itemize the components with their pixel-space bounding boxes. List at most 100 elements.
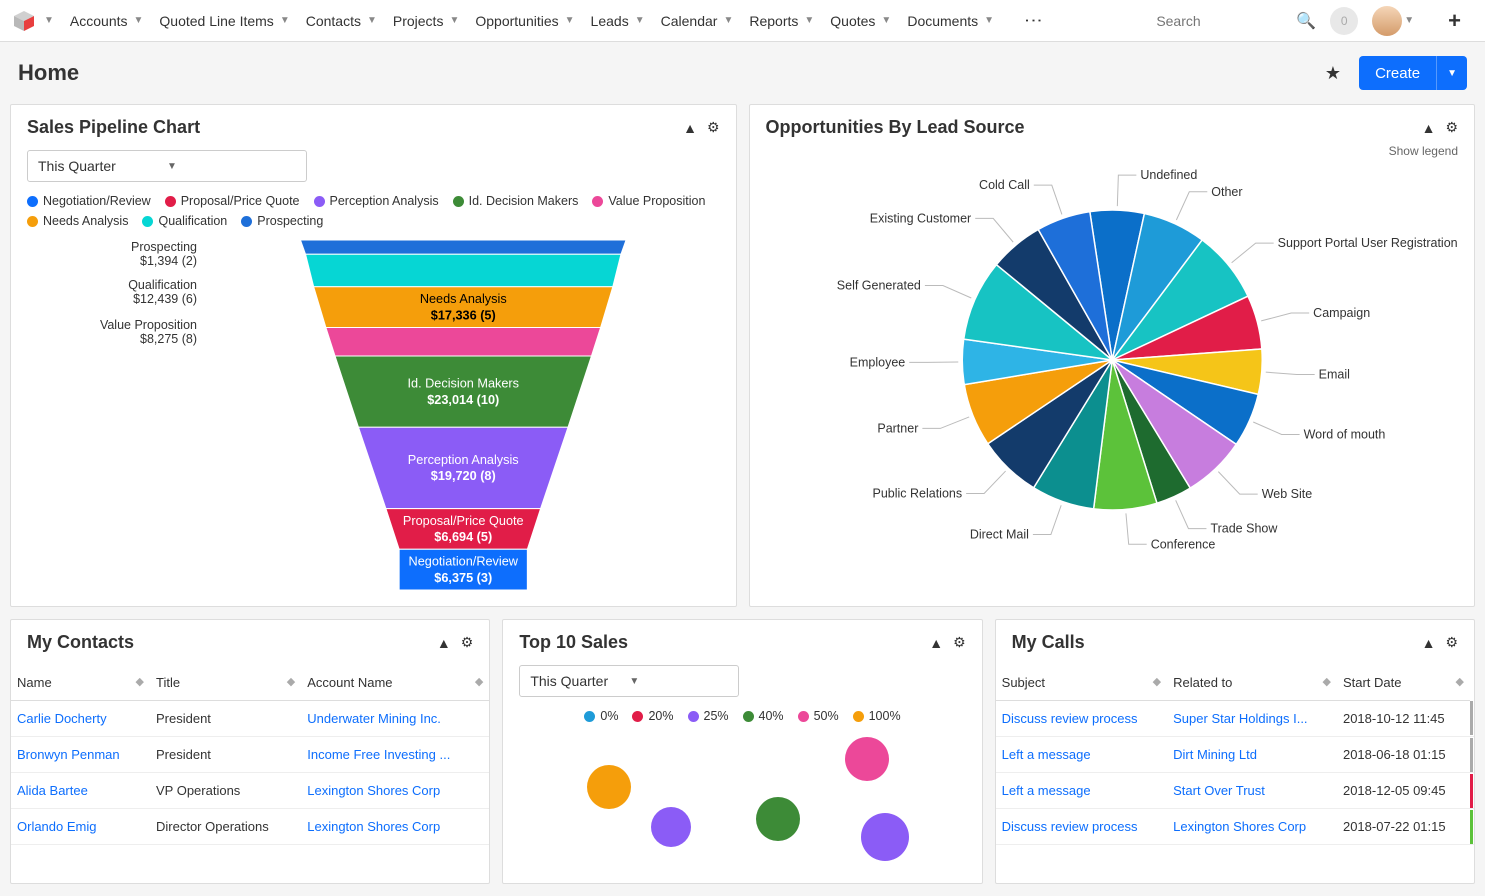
account-link[interactable]: Lexington Shores Corp bbox=[307, 819, 440, 834]
nav-item[interactable]: Reports▼ bbox=[749, 13, 830, 29]
gear-icon[interactable]: ⚙ bbox=[707, 119, 720, 136]
svg-text:Direct Mail: Direct Mail bbox=[969, 528, 1028, 542]
table-row: Carlie DochertyPresidentUnderwater Minin… bbox=[11, 701, 489, 737]
chevron-down-icon: ▼ bbox=[984, 15, 994, 26]
page-title: Home bbox=[18, 60, 1325, 86]
column-header[interactable]: Subject◆ bbox=[996, 665, 1167, 701]
gear-icon[interactable]: ⚙ bbox=[1445, 119, 1458, 136]
period-dropdown[interactable]: This Quarter▼ bbox=[27, 150, 307, 182]
subject-link[interactable]: Discuss review process bbox=[1002, 819, 1138, 834]
funnel-chart: Needs Analysis$17,336 (5)Id. Decision Ma… bbox=[207, 240, 720, 590]
nav-item[interactable]: Opportunities▼ bbox=[475, 13, 590, 29]
nav-item[interactable]: Calendar▼ bbox=[661, 13, 750, 29]
account-link[interactable]: Income Free Investing ... bbox=[307, 747, 450, 762]
svg-text:$6,375 (3): $6,375 (3) bbox=[434, 570, 492, 585]
column-header[interactable]: Related to◆ bbox=[1167, 665, 1337, 701]
period-dropdown[interactable]: This Quarter▼ bbox=[519, 665, 739, 697]
svg-text:Needs Analysis: Needs Analysis bbox=[420, 291, 507, 306]
bubble-point[interactable] bbox=[651, 807, 691, 847]
legend-item: 0% bbox=[584, 709, 618, 723]
account-link[interactable]: Lexington Shores Corp bbox=[307, 783, 440, 798]
legend-item: 25% bbox=[688, 709, 729, 723]
column-header[interactable]: Start Date◆ bbox=[1337, 665, 1470, 701]
legend-item: Perception Analysis bbox=[314, 194, 439, 208]
collapse-icon[interactable]: ▲ bbox=[1422, 635, 1436, 651]
legend-item: Qualification bbox=[142, 214, 227, 228]
svg-text:Partner: Partner bbox=[877, 421, 918, 435]
funnel-side-label: Prospecting$1,394 (2) bbox=[27, 240, 197, 268]
table-row: Bronwyn PenmanPresidentIncome Free Inves… bbox=[11, 737, 489, 773]
notification-badge[interactable]: 0 bbox=[1330, 7, 1358, 35]
calls-table: Subject◆Related to◆Start Date◆ Discuss r… bbox=[996, 665, 1474, 845]
nav-item[interactable]: Documents▼ bbox=[907, 13, 1010, 29]
collapse-icon[interactable]: ▲ bbox=[437, 635, 451, 651]
show-legend-link[interactable]: Show legend bbox=[1389, 144, 1458, 158]
column-header[interactable]: Title◆ bbox=[150, 665, 301, 701]
nav-item[interactable]: Leads▼ bbox=[591, 13, 661, 29]
bubble-point[interactable] bbox=[587, 765, 631, 809]
svg-text:Word of mouth: Word of mouth bbox=[1303, 427, 1385, 441]
legend-item: 40% bbox=[743, 709, 784, 723]
gear-icon[interactable]: ⚙ bbox=[461, 634, 474, 651]
svg-text:Self Generated: Self Generated bbox=[836, 279, 920, 293]
search-input[interactable] bbox=[1156, 13, 1286, 29]
collapse-icon[interactable]: ▲ bbox=[683, 120, 697, 136]
bubble-point[interactable] bbox=[756, 797, 800, 841]
related-link[interactable]: Dirt Mining Ltd bbox=[1173, 747, 1257, 762]
nav-item[interactable]: Projects▼ bbox=[393, 13, 475, 29]
subject-link[interactable]: Left a message bbox=[1002, 747, 1091, 762]
nav-item[interactable]: Contacts▼ bbox=[306, 13, 393, 29]
search-icon[interactable]: 🔍 bbox=[1296, 11, 1316, 31]
legend-item: Needs Analysis bbox=[27, 214, 128, 228]
account-link[interactable]: Underwater Mining Inc. bbox=[307, 711, 441, 726]
related-link[interactable]: Super Star Holdings I... bbox=[1173, 711, 1307, 726]
bubble-point[interactable] bbox=[845, 737, 889, 781]
contact-link[interactable]: Orlando Emig bbox=[17, 819, 96, 834]
collapse-icon[interactable]: ▲ bbox=[929, 635, 943, 651]
legend-item: Value Proposition bbox=[592, 194, 705, 208]
legend-item: Prospecting bbox=[241, 214, 323, 228]
legend-item: Proposal/Price Quote bbox=[165, 194, 300, 208]
sales-pipeline-panel: Sales Pipeline Chart ▲ ⚙ This Quarter▼ N… bbox=[10, 104, 737, 607]
svg-text:$6,694 (5): $6,694 (5) bbox=[434, 529, 492, 544]
column-header[interactable]: Name◆ bbox=[11, 665, 150, 701]
logo-dropdown-caret[interactable]: ▼ bbox=[44, 15, 54, 26]
related-link[interactable]: Lexington Shores Corp bbox=[1173, 819, 1306, 834]
collapse-icon[interactable]: ▲ bbox=[1422, 120, 1436, 136]
create-dropdown-caret[interactable]: ▼ bbox=[1436, 56, 1467, 90]
gear-icon[interactable]: ⚙ bbox=[953, 634, 966, 651]
create-button[interactable]: Create ▼ bbox=[1359, 56, 1467, 90]
contacts-table: Name◆Title◆Account Name◆ Carlie Docherty… bbox=[11, 665, 489, 845]
favorite-icon[interactable]: ★ bbox=[1325, 63, 1341, 84]
svg-text:Employee: Employee bbox=[849, 355, 905, 369]
logo-icon[interactable] bbox=[12, 9, 36, 33]
my-calls-panel: My Calls ▲ ⚙ Subject◆Related to◆Start Da… bbox=[995, 619, 1475, 884]
gear-icon[interactable]: ⚙ bbox=[1445, 634, 1458, 651]
quick-create-icon[interactable]: + bbox=[1448, 8, 1461, 34]
pie-chart: UndefinedOtherSupport Portal User Regist… bbox=[766, 150, 1459, 550]
contact-link[interactable]: Carlie Docherty bbox=[17, 711, 107, 726]
user-avatar[interactable] bbox=[1372, 6, 1402, 36]
svg-text:Conference: Conference bbox=[1150, 537, 1215, 550]
svg-text:Support Portal User Registrati: Support Portal User Registration bbox=[1277, 236, 1457, 250]
chevron-down-icon: ▼ bbox=[449, 15, 459, 26]
svg-text:Id. Decision Makers: Id. Decision Makers bbox=[407, 376, 519, 391]
related-link[interactable]: Start Over Trust bbox=[1173, 783, 1265, 798]
column-header[interactable]: Account Name◆ bbox=[301, 665, 489, 701]
user-dropdown-caret[interactable]: ▼ bbox=[1404, 15, 1414, 26]
nav-item[interactable]: Quotes▼ bbox=[830, 13, 907, 29]
svg-text:$23,014 (10): $23,014 (10) bbox=[427, 392, 499, 407]
svg-text:Trade Show: Trade Show bbox=[1210, 522, 1278, 536]
more-menu-icon[interactable]: ⋮ bbox=[1023, 12, 1044, 30]
subject-link[interactable]: Discuss review process bbox=[1002, 711, 1138, 726]
contact-link[interactable]: Alida Bartee bbox=[17, 783, 88, 798]
table-row: Left a messageDirt Mining Ltd2018-06-18 … bbox=[996, 737, 1474, 773]
nav-item[interactable]: Accounts▼ bbox=[70, 13, 160, 29]
contact-link[interactable]: Bronwyn Penman bbox=[17, 747, 120, 762]
bubble-point[interactable] bbox=[861, 813, 909, 861]
opportunities-leadsource-panel: Opportunities By Lead Source ▲ ⚙ Show le… bbox=[749, 104, 1476, 607]
legend-item: Negotiation/Review bbox=[27, 194, 151, 208]
top-nav: ▼ Accounts▼Quoted Line Items▼Contacts▼Pr… bbox=[0, 0, 1485, 42]
subject-link[interactable]: Left a message bbox=[1002, 783, 1091, 798]
nav-item[interactable]: Quoted Line Items▼ bbox=[159, 13, 305, 29]
